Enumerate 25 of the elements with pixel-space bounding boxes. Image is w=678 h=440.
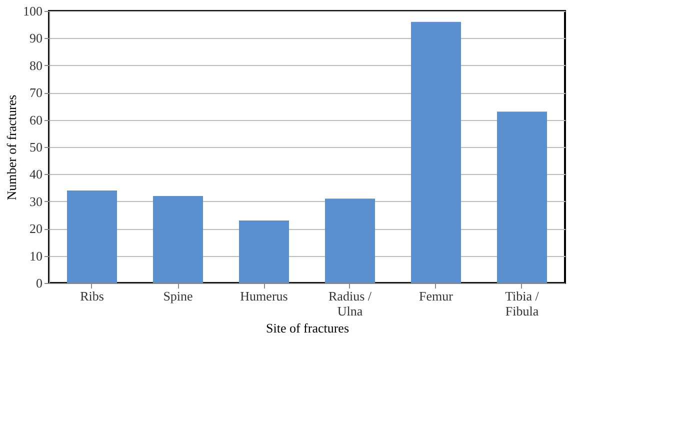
y-tick-label: 10: [30, 248, 42, 264]
x-tick-label: Femur: [419, 288, 454, 304]
x-axis-title: Site of fractures: [266, 320, 350, 336]
x-tick-label: Humerus: [240, 288, 288, 304]
bar: [239, 220, 289, 283]
bar: [325, 198, 375, 283]
x-tick-label: Ribs: [80, 288, 104, 304]
y-tick-label: 0: [36, 276, 42, 290]
y-tick-label: 80: [30, 58, 42, 73]
bar: [67, 190, 117, 283]
y-tick-label: 30: [30, 194, 42, 209]
y-tick-label: 70: [30, 85, 42, 100]
x-tick-label: Spine: [163, 288, 194, 304]
bar: [153, 196, 203, 283]
y-tick-label: 20: [30, 221, 42, 236]
y-axis-title: Number of fractures: [4, 94, 19, 200]
bar: [411, 22, 461, 283]
y-tick-label: 60: [30, 112, 42, 128]
y-tick-label: 100: [23, 4, 42, 18]
y-tick-label: 40: [30, 166, 42, 182]
x-tick-label: Radius / Ulna: [328, 288, 372, 318]
y-tick-label: 90: [30, 30, 42, 46]
bar: [497, 112, 547, 283]
y-tick-label: 50: [30, 140, 42, 154]
x-tick-label: Tibia / Fibula: [505, 288, 540, 318]
